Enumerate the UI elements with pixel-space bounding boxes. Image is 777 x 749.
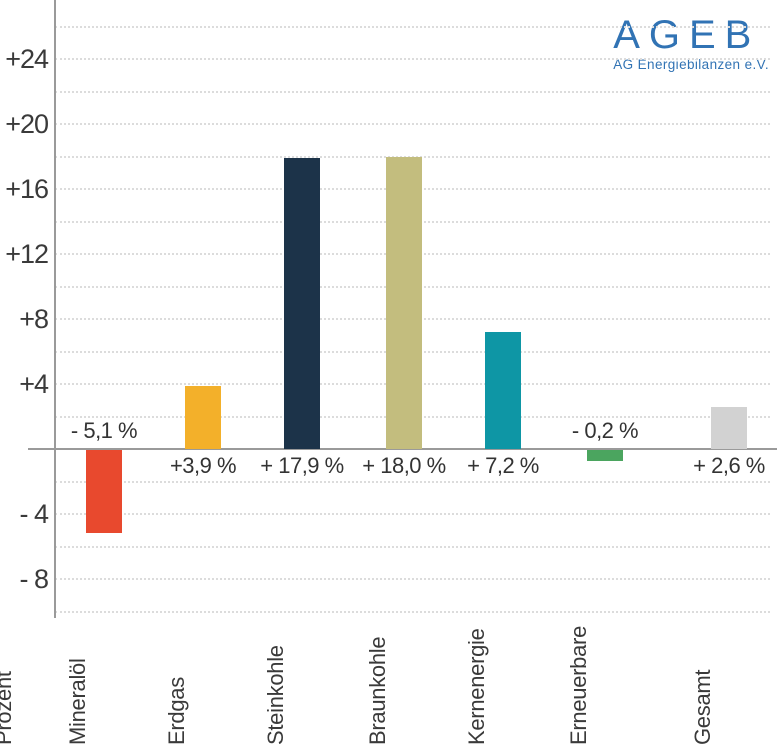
bar-erdgas xyxy=(185,385,221,449)
value-label: + 2,6 % xyxy=(693,453,765,478)
bar-erneuerbare xyxy=(587,450,623,461)
bar-braunkohle xyxy=(386,156,422,449)
gridline xyxy=(55,90,770,93)
category-label: Braunkohle xyxy=(365,636,390,745)
gridline xyxy=(55,578,770,580)
category-label: Steinkohle xyxy=(263,645,288,745)
category-label: Kernenergie xyxy=(464,628,489,745)
value-label: +3,9 % xyxy=(169,453,237,478)
y-tick-label: +8 xyxy=(19,304,49,334)
category-label: Erneuerbare xyxy=(566,626,591,745)
logo-subtitle: AG Energiebilanzen e.V. xyxy=(613,57,769,72)
y-tick-label: - 4 xyxy=(19,499,49,529)
y-axis-unit-label: Prozent xyxy=(0,671,16,745)
category-label: Erdgas xyxy=(164,677,189,745)
gridline xyxy=(55,58,770,60)
gridline xyxy=(55,610,770,613)
bar-gesamt xyxy=(711,406,747,449)
value-label: + 7,2 % xyxy=(467,453,539,478)
ageb-logo: AGEB AG Energiebilanzen e.V. xyxy=(613,14,769,73)
logo-title: AGEB xyxy=(613,13,761,57)
value-label: - 0,2 % xyxy=(571,418,639,443)
value-label: + 17,9 % xyxy=(260,453,344,478)
x-axis-zero-line xyxy=(28,448,777,450)
bar-kernenergie xyxy=(485,332,521,449)
bar-mineralöl xyxy=(86,450,122,533)
y-tick-label: - 8 xyxy=(19,564,49,594)
category-label: Mineralöl xyxy=(65,658,90,745)
y-tick-label: +16 xyxy=(5,174,49,204)
gridline xyxy=(55,480,770,483)
y-tick-label: +4 xyxy=(19,369,49,399)
y-tick-label: +24 xyxy=(5,44,49,74)
gridline xyxy=(55,25,770,28)
y-axis-line xyxy=(54,0,56,618)
bar-steinkohle xyxy=(284,158,320,449)
value-label: + 18,0 % xyxy=(362,453,446,478)
gridline xyxy=(55,513,770,515)
category-label: Gesamt xyxy=(690,669,715,745)
value-label: - 5,1 % xyxy=(70,418,138,443)
y-tick-label: +12 xyxy=(5,239,49,269)
gridline xyxy=(55,123,770,125)
y-tick-label: +20 xyxy=(5,109,49,139)
gridline xyxy=(55,545,770,548)
